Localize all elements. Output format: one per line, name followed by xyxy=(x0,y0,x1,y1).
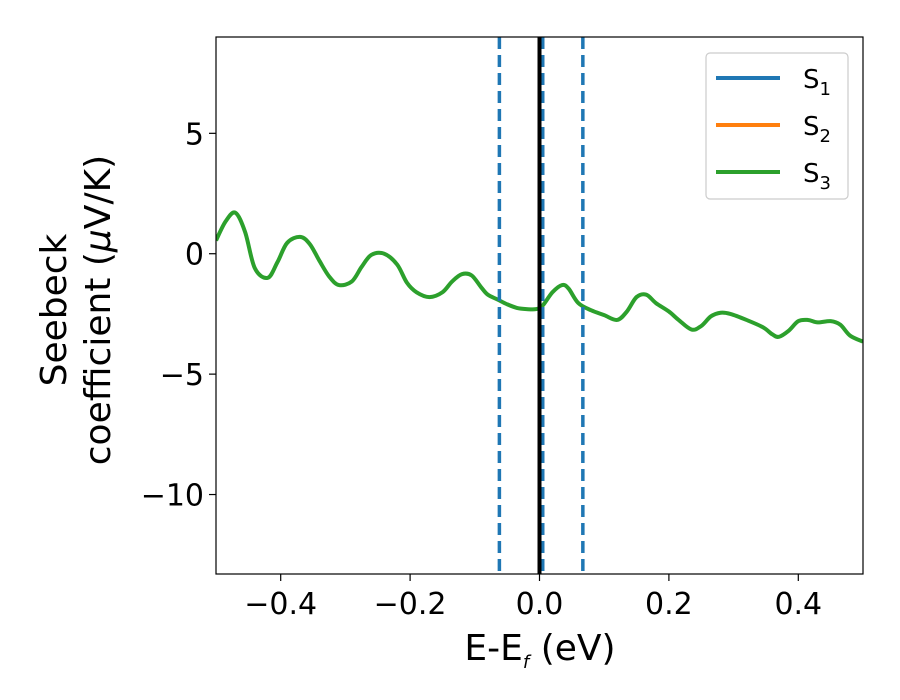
y-tick-label: 5 xyxy=(185,117,204,152)
y-axis-title: Seebeck coefficient (μV/K) xyxy=(34,155,119,465)
y-axis-title-line2: coefficient (μV/K) xyxy=(78,155,119,465)
legend-label-s3: S3 xyxy=(803,159,831,194)
legend-label-s1: S1 xyxy=(803,65,831,100)
y-axis-title-line1: Seebeck xyxy=(34,233,75,386)
x-axis: −0.4 −0.2 0.0 0.2 0.4 xyxy=(244,574,822,622)
y-tick-label: 0 xyxy=(185,238,204,273)
y-tick-label: −5 xyxy=(160,358,204,393)
x-tick-label: −0.4 xyxy=(244,587,317,622)
x-tick-label: 0.2 xyxy=(645,587,693,622)
y-tick-label: −10 xyxy=(141,479,204,514)
legend: S1 S2 S3 xyxy=(705,52,849,200)
y-axis: 5 0 −5 −10 xyxy=(141,117,216,514)
series-line-s3 xyxy=(216,210,863,344)
x-tick-label: 0.0 xyxy=(516,587,564,622)
x-tick-label: −0.2 xyxy=(374,587,447,622)
legend-label-s2: S2 xyxy=(803,112,831,147)
x-tick-label: 0.4 xyxy=(774,587,822,622)
x-axis-title: E-Ef (eV) xyxy=(464,628,615,673)
plot-area xyxy=(216,37,863,574)
